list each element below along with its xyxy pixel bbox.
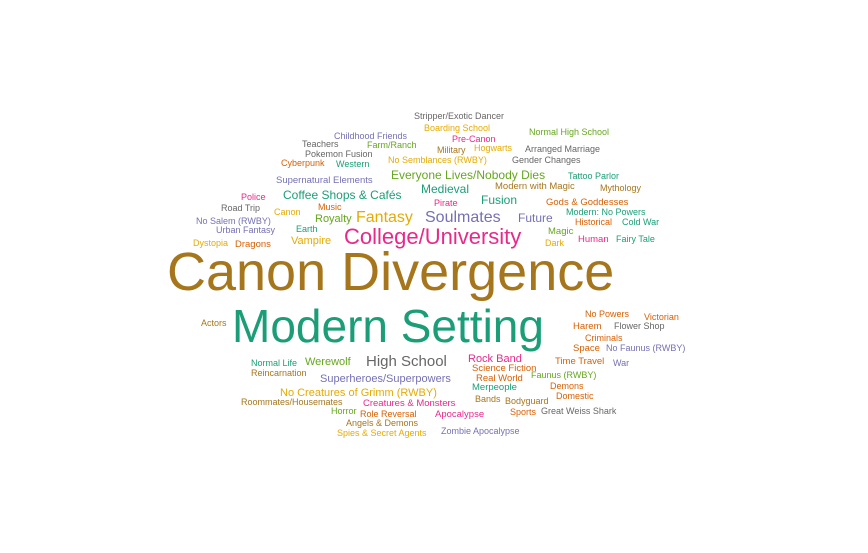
word-zombie-apocalypse: Zombie Apocalypse [441,426,520,436]
word-medieval: Medieval [421,182,469,196]
word-music: Music [318,202,342,212]
word-urban-fantasy: Urban Fantasy [216,225,276,235]
word-boarding-school: Boarding School [424,123,490,133]
word-police: Police [241,192,266,202]
word-normal-life: Normal Life [251,358,297,368]
word-no-creatures-of-grimm-rwby: No Creatures of Grimm (RWBY) [280,387,437,399]
word-cyberpunk: Cyberpunk [281,158,325,168]
word-tattoo-parlor: Tattoo Parlor [568,171,619,181]
word-royalty: Royalty [315,213,352,225]
word-horror: Horror [331,406,357,416]
word-everyone-lives-nobody-dies: Everyone Lives/Nobody Dies [391,168,545,182]
word-western: Western [336,159,369,169]
word-college-university: College/University [344,224,521,249]
word-sports: Sports [510,407,537,417]
word-fantasy: Fantasy [356,209,413,226]
word-gods-goddesses: Gods & Goddesses [546,197,629,208]
word-historical: Historical [575,217,612,227]
word-victorian: Victorian [644,312,679,322]
word-stripper-exotic-dancer: Stripper/Exotic Dancer [414,111,504,121]
word-vampire: Vampire [291,235,331,247]
word-soulmates: Soulmates [425,209,501,226]
word-actors: Actors [201,318,227,328]
word-dragons: Dragons [235,239,271,250]
word-war: War [613,358,629,368]
word-childhood-friends: Childhood Friends [334,131,408,141]
word-angels-demons: Angels & Demons [346,418,419,428]
word-criminals: Criminals [585,333,623,343]
word-modern-no-powers: Modern: No Powers [566,207,646,217]
word-future: Future [518,211,553,225]
word-creatures-monsters: Creatures & Monsters [363,398,456,409]
word-bodyguard: Bodyguard [505,396,549,406]
word-fairy-tale: Fairy Tale [616,234,655,244]
word-reincarnation: Reincarnation [251,368,307,378]
word-dystopia: Dystopia [193,238,228,248]
word-dark: Dark [545,238,565,248]
word-bands: Bands [475,394,501,404]
word-teachers: Teachers [302,139,339,149]
word-hogwarts: Hogwarts [474,143,513,153]
word-pre-canon: Pre-Canon [452,134,496,144]
word-time-travel: Time Travel [555,356,604,367]
word-fusion: Fusion [481,193,517,207]
word-arranged-marriage: Arranged Marriage [525,144,600,154]
word-high-school: High School [366,353,447,370]
word-earth: Earth [296,224,318,234]
word-no-salem-rwby: No Salem (RWBY) [196,216,271,226]
word-apocalypse: Apocalypse [435,409,484,420]
word-roommates-housemates: Roommates/Housemates [241,397,343,407]
word-faunus-rwby: Faunus (RWBY) [531,370,596,380]
word-normal-high-school: Normal High School [529,127,609,137]
word-merpeople: Merpeople [472,382,517,393]
word-harem: Harem [573,321,602,332]
word-domestic: Domestic [556,391,594,401]
word-pokemon-fusion: Pokemon Fusion [305,149,373,159]
word-canon: Canon [274,207,301,217]
word-space: Space [573,343,600,354]
word-modern-setting: Modern Setting [232,300,544,352]
word-mythology: Mythology [600,183,642,193]
word-flower-shop: Flower Shop [614,321,665,331]
word-no-semblances-rwby: No Semblances (RWBY) [388,155,487,165]
word-werewolf: Werewolf [305,356,352,368]
word-spies-secret-agents: Spies & Secret Agents [337,428,427,438]
word-demons: Demons [550,381,584,391]
word-road-trip: Road Trip [221,203,260,213]
word-gender-changes: Gender Changes [512,155,581,165]
word-superheroes-superpowers: Superheroes/Superpowers [320,373,451,385]
word-no-faunus-rwby: No Faunus (RWBY) [606,343,685,353]
word-real-world: Real World [476,373,523,384]
word-cold-war: Cold War [622,217,659,227]
word-no-powers: No Powers [585,309,630,319]
word-canon-divergence: Canon Divergence [167,242,614,302]
word-coffee-shops-caf-s: Coffee Shops & Cafés [283,188,402,202]
word-great-weiss-shark: Great Weiss Shark [541,406,617,416]
word-role-reversal: Role Reversal [360,409,417,419]
word-modern-with-magic: Modern with Magic [495,181,575,192]
word-military: Military [437,145,466,155]
word-pirate: Pirate [434,198,458,208]
word-science-fiction: Science Fiction [472,363,536,374]
word-human: Human [578,234,609,245]
word-supernatural-elements: Supernatural Elements [276,175,373,186]
word-magic: Magic [548,226,574,237]
word-farm-ranch: Farm/Ranch [367,140,417,150]
word-rock-band: Rock Band [468,353,522,365]
